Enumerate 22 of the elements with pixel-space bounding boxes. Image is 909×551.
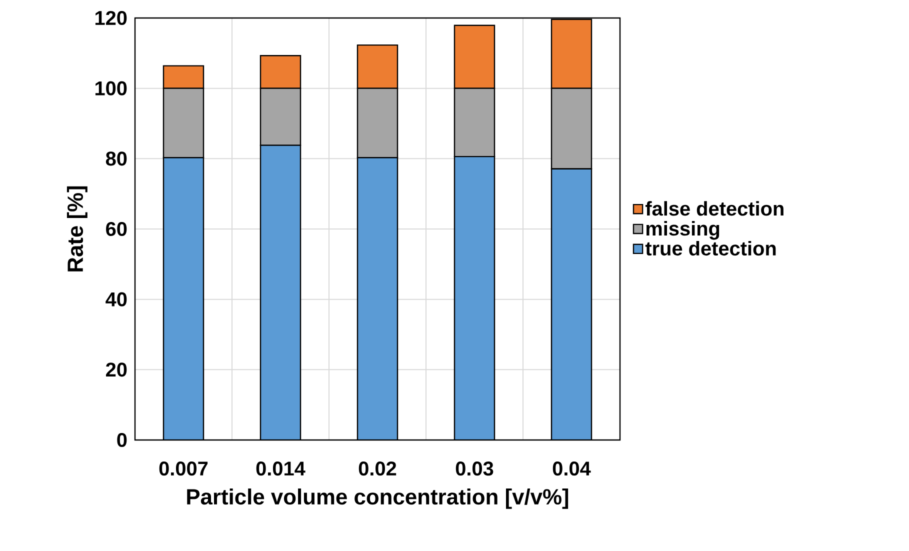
bar xyxy=(162,157,204,440)
bar xyxy=(260,144,302,440)
bar xyxy=(454,156,496,440)
y-tick-label: 120 xyxy=(95,10,127,26)
x-tick-label: 0.014 xyxy=(256,462,306,476)
y-tick-label: 60 xyxy=(106,222,127,236)
y-axis-title: Rate [%] xyxy=(66,186,88,272)
legend-label: true detection xyxy=(645,240,776,256)
y-tick-label: 20 xyxy=(106,362,127,377)
y-tick-label: 80 xyxy=(106,152,127,166)
y-tick-label: 100 xyxy=(95,81,127,96)
bar xyxy=(550,168,592,440)
x-tick-label: 0.03 xyxy=(456,462,494,476)
x-tick-label: 0.007 xyxy=(159,462,208,476)
bar xyxy=(356,157,398,440)
x-tick-label: 0.04 xyxy=(552,462,591,476)
y-tick-label: 40 xyxy=(106,292,127,306)
x-axis-title: Particle volume concentration [v/v%] xyxy=(187,488,568,509)
y-tick-label: 0 xyxy=(117,432,127,448)
x-tick-label: 0.02 xyxy=(358,462,396,476)
legend-label: missing xyxy=(646,221,720,240)
legend-label: false detection xyxy=(646,201,784,216)
